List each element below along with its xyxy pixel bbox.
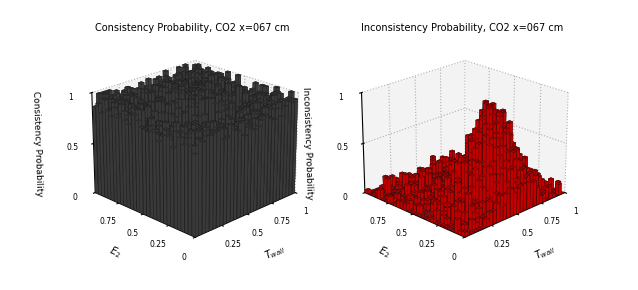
Title: Consistency Probability, CO2 x=067 cm: Consistency Probability, CO2 x=067 cm: [95, 23, 290, 33]
Y-axis label: $E_2$: $E_2$: [376, 244, 393, 261]
Y-axis label: $E_2$: $E_2$: [107, 244, 123, 261]
Title: Inconsistency Probability, CO2 x=067 cm: Inconsistency Probability, CO2 x=067 cm: [360, 23, 563, 33]
X-axis label: $T_{wall}$: $T_{wall}$: [263, 242, 288, 263]
X-axis label: $T_{wall}$: $T_{wall}$: [533, 242, 558, 263]
